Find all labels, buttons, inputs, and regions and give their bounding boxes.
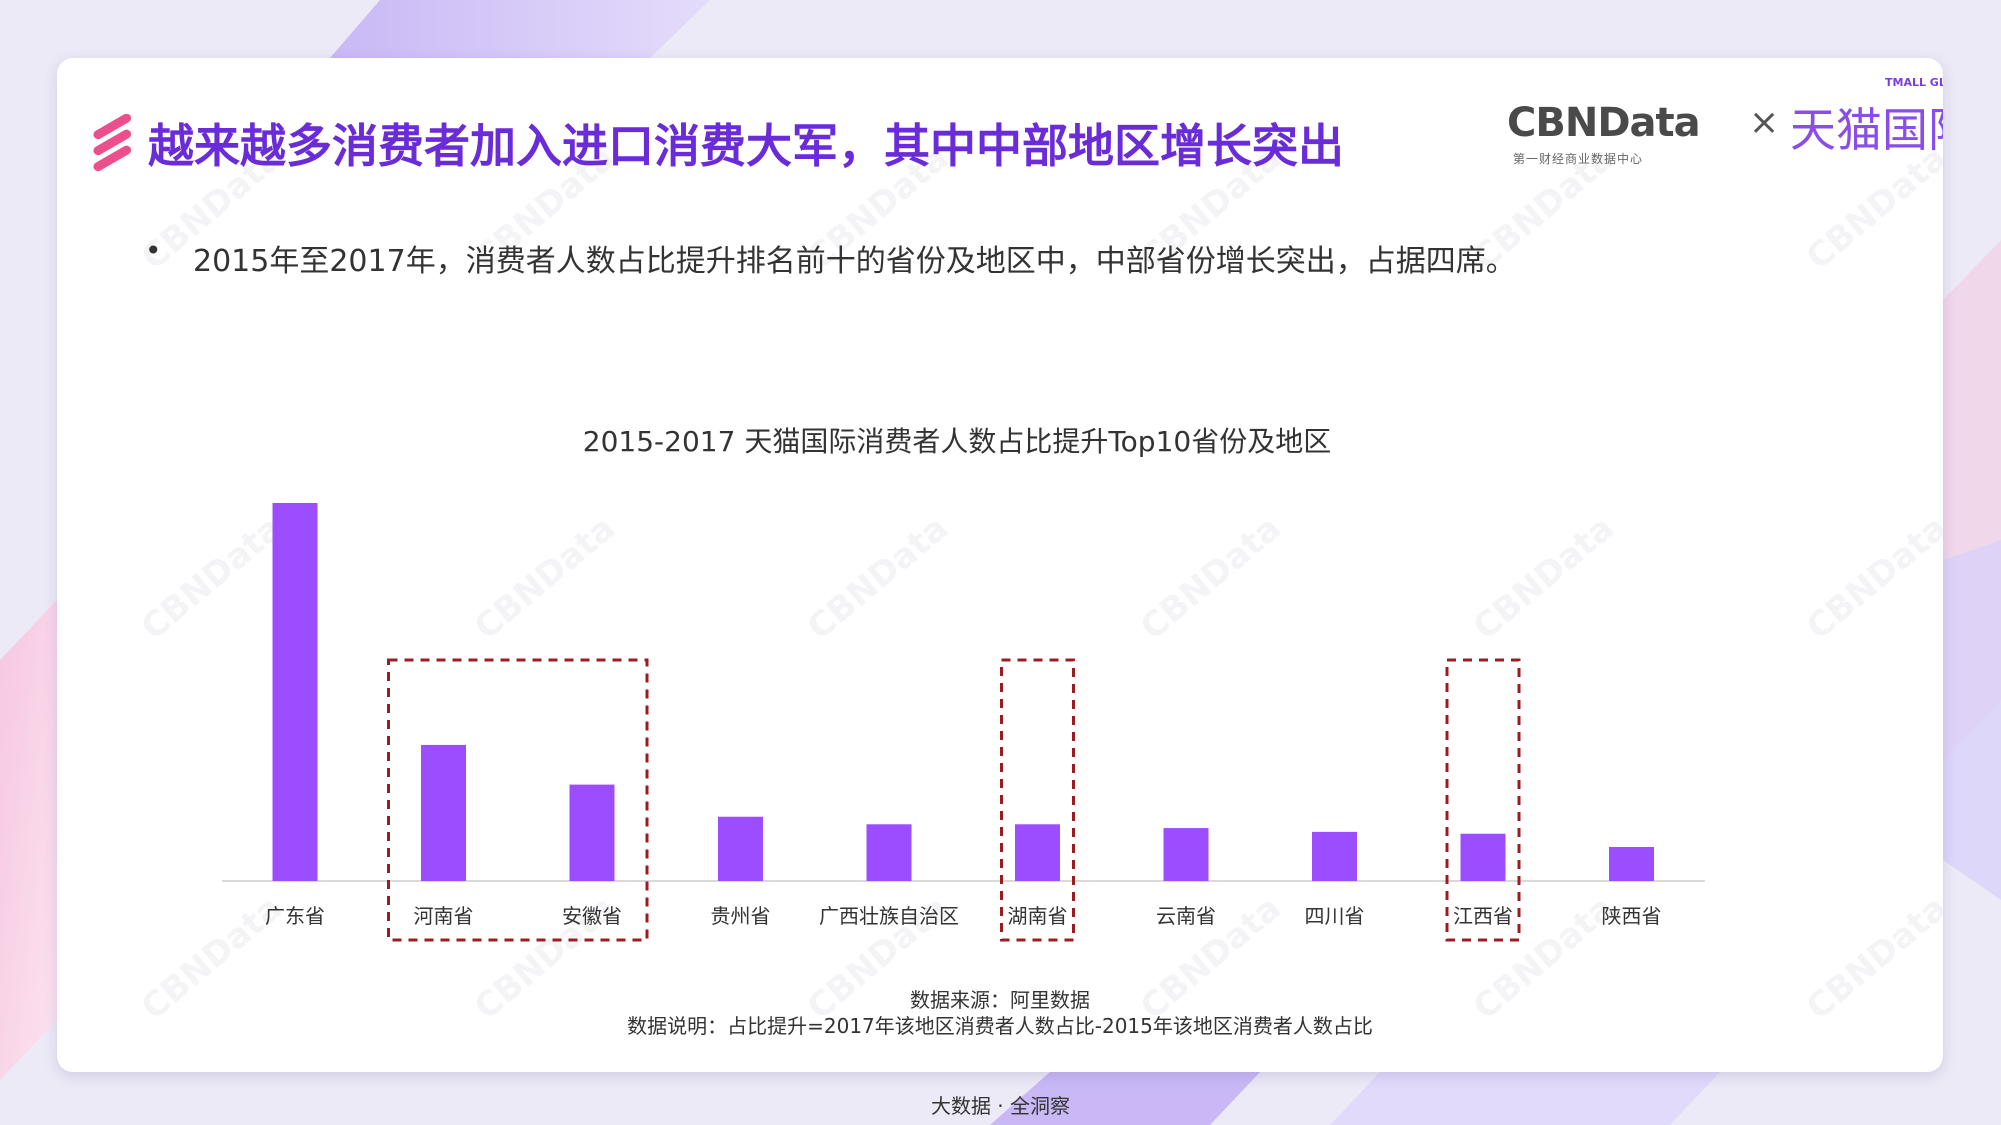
chart-title: 2015-2017 天猫国际消费者人数占比提升Top10省份及地区 bbox=[582, 425, 1332, 458]
bar bbox=[1015, 824, 1060, 881]
tmall-logo-text: 天猫国际 bbox=[1790, 103, 1943, 157]
triple-stripe-icon bbox=[93, 114, 132, 172]
slide-card: CBNData CBNData CBNData CBNData CBNData CBNDa… bbox=[57, 58, 1943, 1072]
x-tick-label: 河南省 bbox=[414, 904, 474, 928]
highlight-box bbox=[1445, 658, 1521, 942]
page-title: 越来越多消费者加入进口消费大军，其中中部地区增长突出 bbox=[148, 119, 1344, 173]
x-tick-label: 广西壮族自治区 bbox=[819, 904, 959, 928]
bar bbox=[718, 816, 763, 881]
bar bbox=[421, 744, 466, 881]
footer-tagline: 大数据 · 全洞察 bbox=[930, 1094, 1071, 1118]
bar bbox=[272, 503, 318, 881]
highlight-box bbox=[1000, 658, 1075, 942]
cbndata-logo-subtitle: 第一财经商业数据中心 bbox=[1513, 152, 1644, 166]
x-tick-label: 湖南省 bbox=[1008, 904, 1068, 928]
x-tick-label: 陕西省 bbox=[1602, 904, 1662, 928]
highlight-box bbox=[387, 658, 649, 942]
bar bbox=[1163, 828, 1209, 881]
bar bbox=[1312, 831, 1357, 881]
data-explanation-note: 数据说明：占比提升=2017年该地区消费者人数占比-2015年该地区消费者人数占… bbox=[627, 1014, 1373, 1038]
bullet-text: 2015年至2017年，消费者人数占比提升排名前十的省份及地区中，中部省份增长突… bbox=[193, 244, 1516, 279]
x-tick-label: 安徽省 bbox=[562, 904, 622, 928]
cbndata-logo-text: CBNData bbox=[1507, 100, 1701, 146]
bullet-marker: • bbox=[145, 234, 162, 267]
bar-chart: 广东省 河南省 安徽省 贵州省 广西壮族自治区 湖南省 云南省 四川省 江西省 陕西省 bbox=[222, 503, 1705, 942]
brand-logo: CBNData 第一财经商业数据中心 × TMALL GLOBAL 天猫国际 bbox=[1507, 74, 1943, 174]
bar bbox=[866, 824, 912, 881]
bar bbox=[1460, 833, 1506, 881]
bar bbox=[1609, 846, 1654, 881]
logo-separator: × bbox=[1749, 102, 1780, 143]
x-tick-label: 云南省 bbox=[1156, 904, 1216, 928]
bar bbox=[569, 784, 615, 881]
data-source-note: 数据来源：阿里数据 bbox=[910, 988, 1090, 1012]
x-tick-label: 江西省 bbox=[1453, 904, 1513, 928]
x-tick-label: 四川省 bbox=[1305, 904, 1365, 928]
tmall-global-small-text: TMALL GLOBAL bbox=[1885, 76, 1943, 89]
x-tick-label: 广东省 bbox=[265, 904, 325, 928]
x-tick-label: 贵州省 bbox=[711, 904, 771, 928]
